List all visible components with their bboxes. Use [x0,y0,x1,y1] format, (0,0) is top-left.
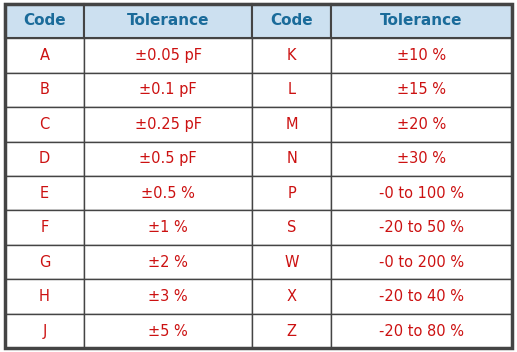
Bar [5,73,84,107]
Text: Z: Z [287,324,297,339]
Text: M: M [285,117,298,132]
Bar [331,210,512,245]
Text: S: S [287,220,296,235]
Text: -20 to 40 %: -20 to 40 % [379,289,464,304]
Bar [331,142,512,176]
Text: ±3 %: ±3 % [148,289,188,304]
Text: Tolerance: Tolerance [127,13,209,28]
Bar [84,107,252,142]
Bar [252,314,331,348]
Text: J: J [42,324,47,339]
Bar [84,73,252,107]
Text: Tolerance: Tolerance [380,13,463,28]
Bar [5,142,84,176]
Bar [252,73,331,107]
Text: A: A [39,48,50,63]
Bar [331,314,512,348]
Bar [5,4,84,38]
Bar [252,245,331,279]
Text: -0 to 200 %: -0 to 200 % [379,255,464,270]
Text: -20 to 80 %: -20 to 80 % [379,324,464,339]
Text: K: K [287,48,296,63]
Text: X: X [287,289,297,304]
Text: H: H [39,289,50,304]
Text: E: E [40,186,49,201]
Bar [84,176,252,210]
Bar [252,279,331,314]
Bar [252,176,331,210]
Text: ±0.5 pF: ±0.5 pF [139,151,197,166]
Text: ±2 %: ±2 % [148,255,188,270]
Bar [84,210,252,245]
Bar [5,107,84,142]
Text: -20 to 50 %: -20 to 50 % [379,220,464,235]
Text: F: F [40,220,49,235]
Text: N: N [286,151,297,166]
Bar [331,73,512,107]
Bar [5,176,84,210]
Bar [252,142,331,176]
Bar [84,314,252,348]
Bar [5,279,84,314]
Text: ±10 %: ±10 % [397,48,446,63]
Text: ±20 %: ±20 % [397,117,446,132]
Bar [331,245,512,279]
Bar [84,38,252,73]
Text: ±30 %: ±30 % [397,151,446,166]
Text: Code: Code [23,13,66,28]
Bar [84,279,252,314]
Bar [84,142,252,176]
Text: B: B [39,82,50,97]
Bar [331,107,512,142]
Bar [84,4,252,38]
Text: ±5 %: ±5 % [148,324,188,339]
Bar [252,107,331,142]
Bar [331,279,512,314]
Text: ±0.05 pF: ±0.05 pF [134,48,202,63]
Text: Code: Code [270,13,313,28]
Bar [331,38,512,73]
Text: L: L [287,82,296,97]
Bar [5,314,84,348]
Text: W: W [284,255,299,270]
Bar [252,4,331,38]
Text: ±0.1 pF: ±0.1 pF [139,82,197,97]
Text: -0 to 100 %: -0 to 100 % [379,186,464,201]
Bar [84,245,252,279]
Text: ±1 %: ±1 % [148,220,188,235]
Text: C: C [39,117,50,132]
Bar [331,4,512,38]
Text: ±0.5 %: ±0.5 % [141,186,195,201]
Bar [331,176,512,210]
Bar [252,210,331,245]
Bar [5,38,84,73]
Bar [5,210,84,245]
Text: ±0.25 pF: ±0.25 pF [134,117,202,132]
Text: P: P [287,186,296,201]
Text: ±15 %: ±15 % [397,82,446,97]
Bar [252,38,331,73]
Bar [5,245,84,279]
Text: D: D [39,151,50,166]
Text: G: G [39,255,50,270]
